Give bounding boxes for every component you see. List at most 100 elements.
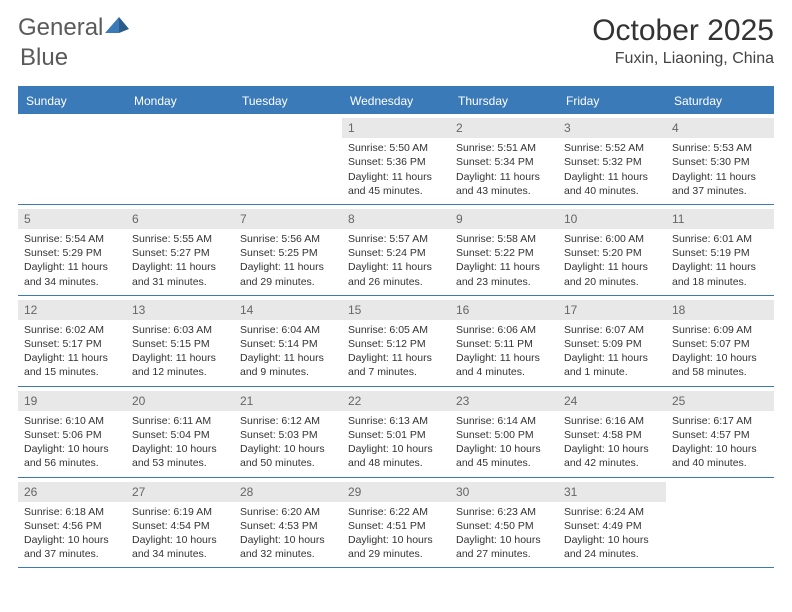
- daylight-text: Daylight: 10 hours and 56 minutes.: [24, 442, 120, 470]
- day-cell: 2Sunrise: 5:51 AMSunset: 5:34 PMDaylight…: [450, 114, 558, 204]
- day-number: 15: [342, 300, 450, 320]
- daylight-text: Daylight: 11 hours and 18 minutes.: [672, 260, 768, 288]
- day-number: 30: [450, 482, 558, 502]
- daylight-text: Daylight: 10 hours and 27 minutes.: [456, 533, 552, 561]
- sunrise-text: Sunrise: 5:56 AM: [240, 232, 336, 246]
- daylight-text: Daylight: 11 hours and 1 minute.: [564, 351, 660, 379]
- day-header-fri: Friday: [558, 88, 666, 114]
- sunset-text: Sunset: 4:57 PM: [672, 428, 768, 442]
- sunset-text: Sunset: 5:32 PM: [564, 155, 660, 169]
- day-cell: 4Sunrise: 5:53 AMSunset: 5:30 PMDaylight…: [666, 114, 774, 204]
- sunset-text: Sunset: 5:03 PM: [240, 428, 336, 442]
- sunset-text: Sunset: 5:24 PM: [348, 246, 444, 260]
- daylight-text: Daylight: 11 hours and 15 minutes.: [24, 351, 120, 379]
- day-cell: 6Sunrise: 5:55 AMSunset: 5:27 PMDaylight…: [126, 205, 234, 295]
- day-cell: 20Sunrise: 6:11 AMSunset: 5:04 PMDayligh…: [126, 387, 234, 477]
- sunset-text: Sunset: 5:25 PM: [240, 246, 336, 260]
- sunset-text: Sunset: 4:49 PM: [564, 519, 660, 533]
- day-number: 26: [18, 482, 126, 502]
- sunrise-text: Sunrise: 6:05 AM: [348, 323, 444, 337]
- day-cell: 12 Sunrise: 6:02 AMSunset: 5:17 PMDayligh…: [18, 296, 126, 386]
- sunset-text: Sunset: 5:09 PM: [564, 337, 660, 351]
- day-cell: 16Sunrise: 6:06 AMSunset: 5:11 PMDayligh…: [450, 296, 558, 386]
- sunset-text: Sunset: 5:00 PM: [456, 428, 552, 442]
- day-header-wed: Wednesday: [342, 88, 450, 114]
- day-cell: 25 Sunrise: 6:17 AMSunset: 4:57 PMDayligh…: [666, 387, 774, 477]
- day-number: 29: [342, 482, 450, 502]
- sunset-text: Sunset: 5:20 PM: [564, 246, 660, 260]
- sunset-text: Sunset: 4:53 PM: [240, 519, 336, 533]
- daylight-text: Daylight: 10 hours and 40 minutes.: [672, 442, 768, 470]
- day-number: 2: [450, 118, 558, 138]
- sunrise-text: Sunrise: 5:53 AM: [672, 141, 768, 155]
- day-number: 16: [450, 300, 558, 320]
- day-cell: 19Sunrise: 6:10 AMSunset: 5:06 PMDayligh…: [18, 387, 126, 477]
- daylight-text: Daylight: 10 hours and 37 minutes.: [24, 533, 120, 561]
- daylight-text: Daylight: 11 hours and 26 minutes.: [348, 260, 444, 288]
- day-number: [234, 118, 342, 138]
- day-number: 9: [450, 209, 558, 229]
- daylight-text: Daylight: 10 hours and 32 minutes.: [240, 533, 336, 561]
- day-cell: 21 Sunrise: 6:12 AMSunset: 5:03 PMDayligh…: [234, 387, 342, 477]
- sunrise-text: Sunrise: 6:13 AM: [348, 414, 444, 428]
- calendar: Sunday Monday Tuesday Wednesday Thursday…: [18, 86, 774, 568]
- day-header-sat: Saturday: [666, 88, 774, 114]
- sunset-text: Sunset: 5:12 PM: [348, 337, 444, 351]
- daylight-text: Daylight: 10 hours and 50 minutes.: [240, 442, 336, 470]
- day-number: 13: [126, 300, 234, 320]
- day-number: 28: [234, 482, 342, 502]
- day-cell: 17Sunrise: 6:07 AMSunset: 5:09 PMDayligh…: [558, 296, 666, 386]
- sunrise-text: Sunrise: 6:09 AM: [672, 323, 768, 337]
- day-cell: 14Sunrise: 6:04 AMSunset: 5:14 PMDayligh…: [234, 296, 342, 386]
- day-cell: 31Sunrise: 6:24 AMSunset: 4:49 PMDayligh…: [558, 478, 666, 568]
- day-number: 21: [234, 391, 342, 411]
- day-number: 8: [342, 209, 450, 229]
- sunset-text: Sunset: 5:06 PM: [24, 428, 120, 442]
- day-number: 31: [558, 482, 666, 502]
- day-cell: 23Sunrise: 6:14 AMSunset: 5:00 PMDayligh…: [450, 387, 558, 477]
- sunrise-text: Sunrise: 6:17 AM: [672, 414, 768, 428]
- day-cell: [18, 114, 126, 204]
- daylight-text: Daylight: 11 hours and 4 minutes.: [456, 351, 552, 379]
- day-cell: 8Sunrise: 5:57 AMSunset: 5:24 PMDaylight…: [342, 205, 450, 295]
- day-number: 25: [666, 391, 774, 411]
- sunrise-text: Sunrise: 6:11 AM: [132, 414, 228, 428]
- week-row: 5Sunrise: 5:54 AMSunset: 5:29 PMDaylight…: [18, 205, 774, 296]
- day-number: 5: [18, 209, 126, 229]
- daylight-text: Daylight: 11 hours and 37 minutes.: [672, 170, 768, 198]
- day-cell: [126, 114, 234, 204]
- day-cell: 9Sunrise: 5:58 AMSunset: 5:22 PMDaylight…: [450, 205, 558, 295]
- day-header-sun: Sunday: [18, 88, 126, 114]
- day-cell: [666, 478, 774, 568]
- sunset-text: Sunset: 5:36 PM: [348, 155, 444, 169]
- sunrise-text: Sunrise: 6:12 AM: [240, 414, 336, 428]
- sunset-text: Sunset: 5:01 PM: [348, 428, 444, 442]
- sunset-text: Sunset: 5:22 PM: [456, 246, 552, 260]
- daylight-text: Daylight: 11 hours and 31 minutes.: [132, 260, 228, 288]
- sunset-text: Sunset: 4:51 PM: [348, 519, 444, 533]
- daylight-text: Daylight: 10 hours and 29 minutes.: [348, 533, 444, 561]
- day-number: 7: [234, 209, 342, 229]
- sunset-text: Sunset: 4:58 PM: [564, 428, 660, 442]
- sunset-text: Sunset: 4:50 PM: [456, 519, 552, 533]
- daylight-text: Daylight: 10 hours and 48 minutes.: [348, 442, 444, 470]
- sunset-text: Sunset: 5:14 PM: [240, 337, 336, 351]
- daylight-text: Daylight: 11 hours and 40 minutes.: [564, 170, 660, 198]
- sunset-text: Sunset: 5:17 PM: [24, 337, 120, 351]
- daylight-text: Daylight: 11 hours and 23 minutes.: [456, 260, 552, 288]
- day-cell: 18Sunrise: 6:09 AMSunset: 5:07 PMDayligh…: [666, 296, 774, 386]
- day-header-tue: Tuesday: [234, 88, 342, 114]
- sunrise-text: Sunrise: 6:02 AM: [24, 323, 120, 337]
- sunrise-text: Sunrise: 5:54 AM: [24, 232, 120, 246]
- day-cell: 15Sunrise: 6:05 AMSunset: 5:12 PMDayligh…: [342, 296, 450, 386]
- day-number: 22: [342, 391, 450, 411]
- sunrise-text: Sunrise: 6:04 AM: [240, 323, 336, 337]
- daylight-text: Daylight: 11 hours and 20 minutes.: [564, 260, 660, 288]
- day-cell: 10Sunrise: 6:00 AMSunset: 5:20 PMDayligh…: [558, 205, 666, 295]
- daylight-text: Daylight: 11 hours and 34 minutes.: [24, 260, 120, 288]
- sunrise-text: Sunrise: 6:19 AM: [132, 505, 228, 519]
- day-number: 12: [18, 300, 126, 320]
- day-cell: 26Sunrise: 6:18 AMSunset: 4:56 PMDayligh…: [18, 478, 126, 568]
- day-cell: 29Sunrise: 6:22 AMSunset: 4:51 PMDayligh…: [342, 478, 450, 568]
- day-number: 18: [666, 300, 774, 320]
